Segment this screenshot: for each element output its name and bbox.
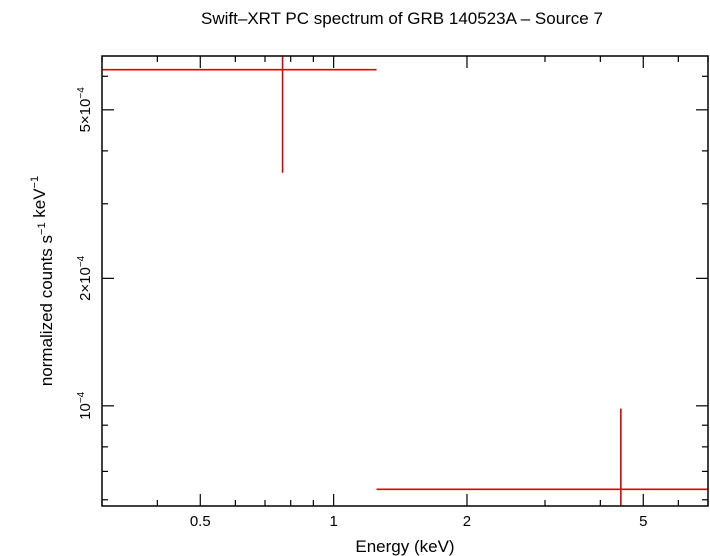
y-axis-label: normalized counts s−1 keV−1 bbox=[29, 176, 56, 386]
y-tick-label: 5×10−4 bbox=[76, 87, 94, 133]
plot-frame bbox=[101, 55, 709, 507]
x-axis-label: Energy (keV) bbox=[355, 537, 454, 556]
axis-ticks: 0.5 1 2 5 10−4 2×10−4 5×10−4 bbox=[76, 56, 709, 530]
y-tick-label: 2×10−4 bbox=[76, 255, 94, 301]
x-tick-label: 1 bbox=[329, 513, 337, 530]
chart-title: Swift–XRT PC spectrum of GRB 140523A – S… bbox=[201, 9, 603, 28]
x-tick-label: 2 bbox=[463, 513, 471, 530]
x-tick-label: 5 bbox=[639, 513, 647, 530]
data-point bbox=[102, 56, 377, 173]
data-series bbox=[102, 56, 708, 506]
y-tick-label: 10−4 bbox=[76, 391, 94, 420]
data-point bbox=[376, 408, 708, 506]
x-tick-label: 0.5 bbox=[190, 513, 211, 530]
